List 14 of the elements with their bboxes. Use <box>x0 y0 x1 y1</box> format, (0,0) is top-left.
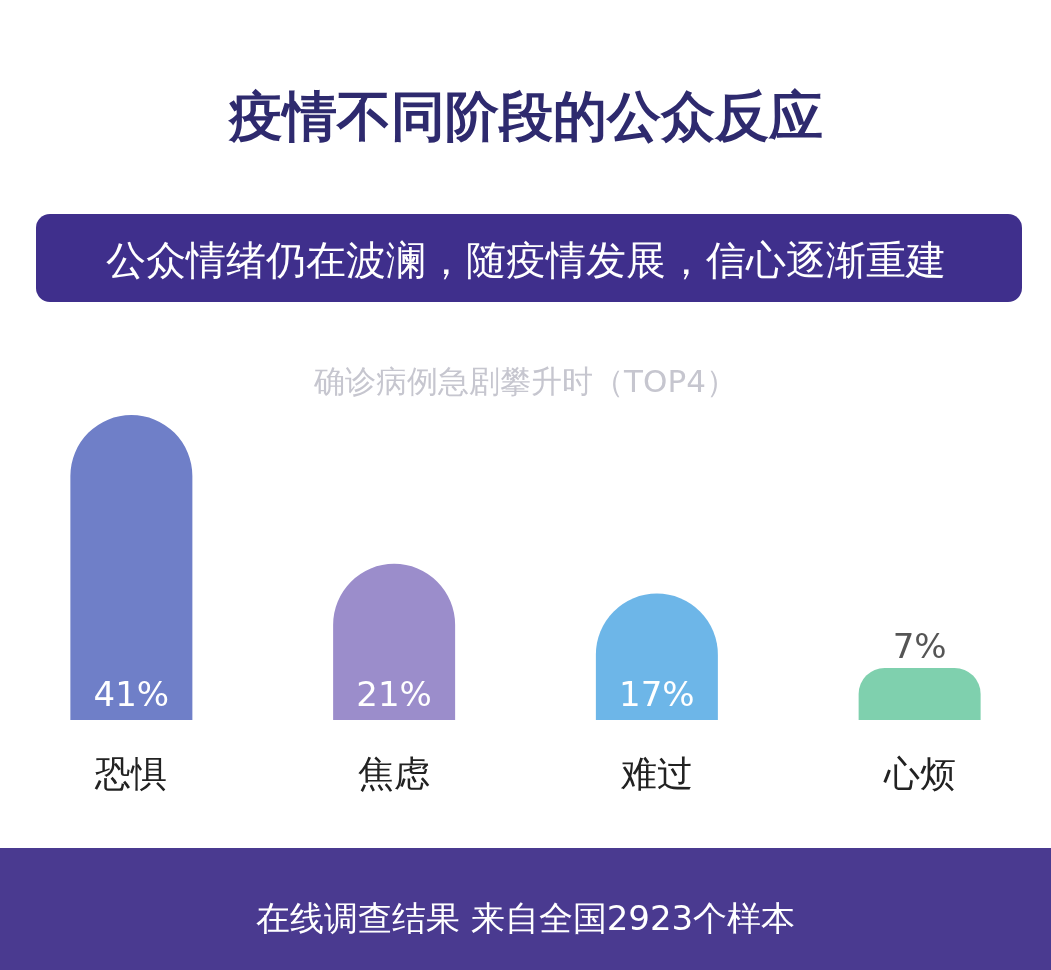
data-label: 7% <box>892 625 947 666</box>
bar <box>70 415 193 720</box>
bar <box>858 667 981 720</box>
chart-subtitle: 公众情绪仍在波澜，随疫情发展，信心逐渐重建 <box>105 237 946 283</box>
x-tick-label: 难过 <box>619 753 693 794</box>
x-tick-label: 心烦 <box>882 753 956 794</box>
data-label: 21% <box>356 674 432 714</box>
data-label: 17% <box>619 674 695 714</box>
chart-title: 疫情不同阶段的公众反应 <box>226 85 823 148</box>
x-tick-label: 焦虑 <box>358 753 431 794</box>
x-tick-label: 恐惧 <box>94 753 168 794</box>
data-label: 41% <box>93 674 170 714</box>
text: 确诊病例急剧攀升时（TOP4） <box>313 363 737 399</box>
text: 在线调查结果 来自全国2923个样本 <box>255 898 796 938</box>
